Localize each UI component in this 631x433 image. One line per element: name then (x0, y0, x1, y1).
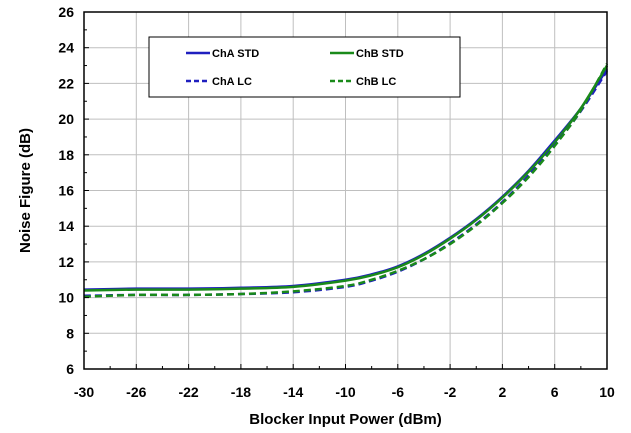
x-tick-label: 10 (599, 384, 615, 400)
x-tick-label: -30 (74, 384, 94, 400)
legend-label: ChA STD (212, 48, 259, 60)
legend: ChA STD ChB STD ChA LC ChB LC (148, 36, 461, 98)
legend-entry: ChA LC (186, 76, 252, 88)
x-tick-label: -26 (126, 384, 146, 400)
x-tick-label: -10 (335, 384, 355, 400)
series-line-chb-std (83, 64, 609, 292)
x-axis-title: Blocker Input Power (dBm) (249, 411, 442, 428)
legend-entry: ChB STD (330, 48, 404, 60)
y-tick-label: 16 (58, 183, 74, 199)
series-lines (83, 63, 609, 298)
legend-label: ChB STD (356, 48, 404, 60)
x-tick-label: 6 (551, 384, 559, 400)
y-tick-label: 8 (66, 325, 74, 341)
x-tick-label: -6 (392, 384, 405, 400)
x-tick-label: -2 (444, 384, 457, 400)
legend-label: ChA LC (212, 76, 252, 88)
y-tick-label: 18 (58, 147, 74, 163)
axis-ticks: -30 -26 -22 -18 -14 -10 -6 -2 2 6 1068101214161820… (58, 4, 615, 400)
y-axis-title: Noise Figure (dB) (17, 128, 34, 253)
y-tick-label: 12 (58, 254, 74, 270)
legend-box (148, 36, 461, 98)
legend-entry: ChB LC (330, 76, 396, 88)
series-line-chb-lc (83, 63, 609, 298)
y-tick-label: 26 (58, 4, 74, 20)
legend-entry: ChA STD (186, 48, 259, 60)
y-tick-label: 10 (58, 290, 74, 306)
y-tick-label: 22 (58, 75, 74, 91)
x-tick-label: -22 (178, 384, 198, 400)
y-tick-label: 24 (58, 40, 74, 56)
x-tick-label: 2 (499, 384, 507, 400)
y-tick-label: 20 (58, 111, 74, 127)
y-tick-label: 6 (66, 361, 74, 377)
y-tick-label: 14 (58, 218, 74, 234)
x-tick-label: -14 (283, 384, 303, 400)
legend-label: ChB LC (356, 76, 396, 88)
x-tick-label: -18 (231, 384, 251, 400)
